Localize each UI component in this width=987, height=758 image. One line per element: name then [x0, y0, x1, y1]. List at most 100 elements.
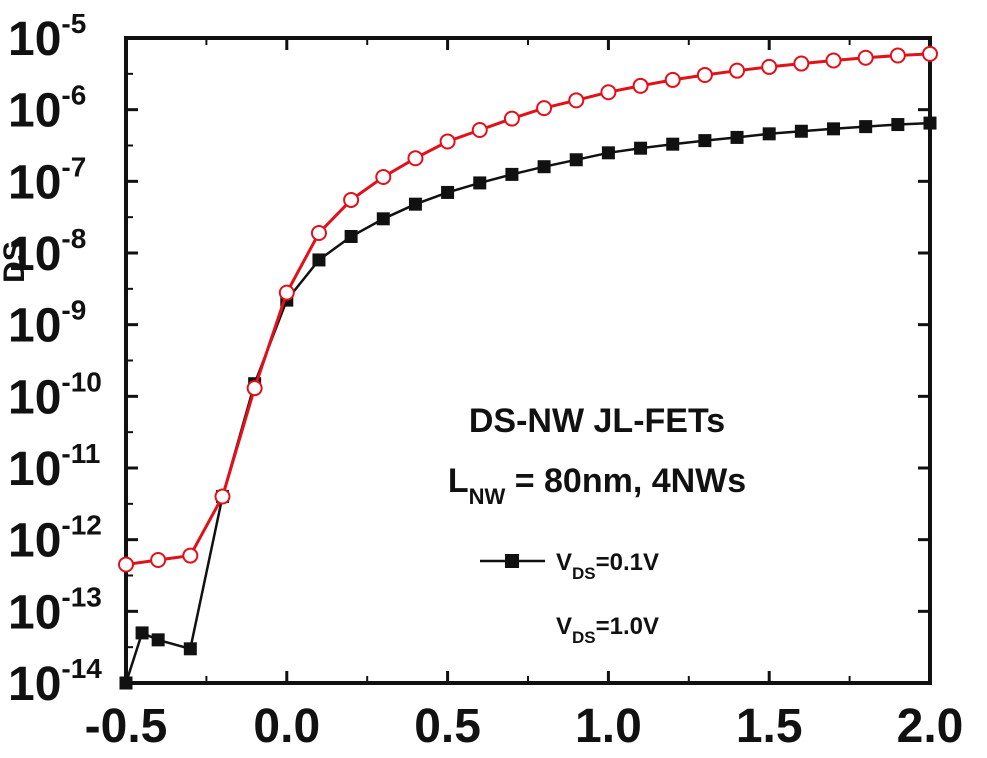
data-point-circle: [310, 225, 327, 242]
data-point-square: [344, 229, 358, 243]
data-point-circle: [632, 77, 649, 94]
y-tick-exponent: -6: [61, 80, 86, 111]
data-point-circle: [568, 92, 585, 109]
data-point-circle: [793, 55, 810, 72]
data-point-square: [312, 253, 326, 267]
x-tick-label: 0.0: [253, 700, 320, 753]
data-point-square: [135, 626, 149, 640]
data-point-square: [119, 676, 133, 690]
y-axis-ticks: 10-1410-1310-1210-1110-1010-910-810-710-…: [8, 8, 930, 711]
plot-frame: [124, 36, 932, 685]
y-tick-exponent: -8: [61, 223, 86, 254]
y-tick-label: 10-14: [8, 653, 102, 711]
data-point-circle: [246, 380, 263, 397]
data-point-square: [923, 116, 937, 130]
data-point-circle: [118, 556, 134, 573]
y-tick-label: 10-9: [8, 295, 86, 353]
data-point-square: [537, 160, 551, 174]
data-point-circle: [375, 168, 392, 185]
data-point-square: [376, 212, 390, 226]
y-tick-exponent: -10: [61, 366, 101, 397]
y-tick-exponent: -5: [61, 8, 86, 39]
data-point-square: [859, 120, 873, 134]
y-tick-label: 10-6: [8, 80, 86, 138]
annotation-device-sub: NW: [469, 484, 506, 509]
y-tick-label: 10-8: [8, 223, 86, 281]
legend-label-0-rest: =0.1V: [596, 549, 659, 576]
legend-marker-0: [505, 554, 519, 568]
y-tick-exponent: -7: [61, 151, 86, 182]
data-point-square: [601, 146, 615, 160]
data-point-circle: [343, 191, 360, 208]
y-tick-base: 10: [8, 228, 61, 281]
x-tick-label: 2.0: [897, 700, 964, 753]
y-tick-base: 10: [8, 156, 61, 209]
data-point-circle: [729, 62, 746, 79]
data-point-circle: [825, 52, 842, 69]
data-point-circle: [696, 66, 713, 83]
data-point-square: [698, 134, 712, 148]
data-point-square: [408, 197, 422, 211]
data-point-circle: [600, 84, 617, 101]
plot-axes: [124, 36, 932, 685]
y-tick-base: 10: [8, 371, 61, 424]
y-axis-label: DS: [0, 241, 31, 283]
y-tick-exponent: -11: [61, 438, 100, 469]
data-point-square: [569, 153, 583, 167]
y-tick-exponent: -9: [61, 295, 86, 326]
x-tick-label: 1.5: [736, 700, 803, 753]
legend-label-1-rest: =1.0V: [596, 613, 659, 640]
y-tick-label: 10-10: [8, 366, 102, 424]
x-tick-label: 0.5: [414, 700, 481, 753]
series-1: [118, 45, 938, 573]
data-point-circle: [857, 49, 874, 66]
legend-label-1-main: V: [556, 613, 572, 640]
y-tick-base: 10: [8, 13, 61, 66]
data-point-square: [666, 137, 680, 151]
data-point-square: [730, 130, 744, 144]
data-point-circle: [503, 110, 520, 127]
y-tick-exponent: -13: [61, 581, 101, 612]
data-point-square: [827, 122, 841, 136]
data-point-circle: [150, 552, 167, 569]
y-tick-label: 10-11: [8, 438, 100, 496]
x-tick-label: 1.0: [575, 700, 642, 753]
legend-label-1: VDS=1.0V: [556, 613, 659, 647]
legend-label-0-sub: DS: [572, 564, 596, 583]
data-point-square: [183, 642, 197, 656]
annotation-device-main: L: [448, 462, 469, 500]
y-tick-base: 10: [8, 586, 61, 639]
data-point-square: [891, 118, 905, 132]
series-layer: [118, 45, 938, 690]
data-point-square: [794, 124, 808, 138]
y-tick-label: 10-12: [8, 510, 102, 568]
x-tick-label: -0.5: [85, 700, 168, 753]
annotation-device: LNW = 80nm, 4NWs: [448, 462, 746, 509]
y-tick-label: 10-13: [8, 581, 102, 639]
data-point-circle: [182, 547, 199, 564]
legend-label-0: VDS=0.1V: [556, 549, 659, 583]
y-tick-base: 10: [8, 658, 61, 711]
data-point-square: [505, 167, 519, 181]
legend-label-0-main: V: [556, 549, 572, 576]
data-point-circle: [536, 100, 553, 117]
data-point-square: [634, 141, 648, 155]
y-tick-exponent: -14: [61, 653, 102, 684]
data-point-square: [441, 185, 455, 199]
legend-label-1-sub: DS: [572, 628, 596, 647]
y-tick-base: 10: [8, 443, 61, 496]
annotation-device-rest: = 80nm, 4NWs: [505, 462, 746, 500]
y-tick-base: 10: [8, 300, 61, 353]
data-point-circle: [439, 133, 456, 150]
annotation-title: DS-NW JL-FETs: [469, 402, 725, 440]
y-tick-label: 10-5: [8, 8, 86, 66]
data-point-circle: [889, 47, 906, 64]
data-point-circle: [664, 71, 681, 88]
x-axis-ticks: -0.5 0.0 0.5 1.0 1.5 2.0: [85, 38, 964, 753]
data-point-circle: [407, 150, 424, 167]
y-tick-exponent: -12: [61, 510, 101, 541]
legend: VDS=0.1V VDS=1.0V: [480, 549, 659, 647]
data-point-circle: [761, 58, 778, 75]
y-tick-base: 10: [8, 85, 61, 138]
